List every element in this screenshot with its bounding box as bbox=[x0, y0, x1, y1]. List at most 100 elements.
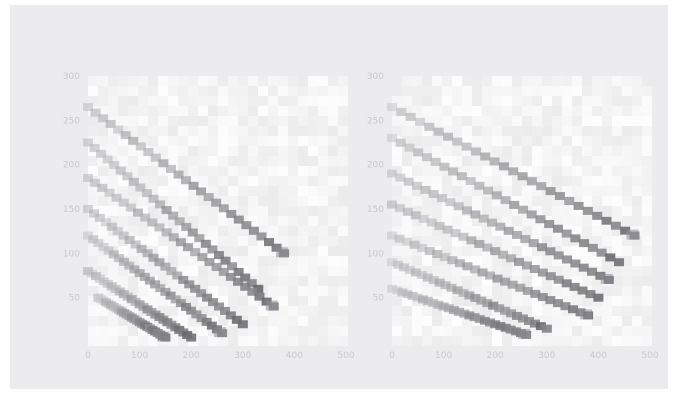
heatmap-cell bbox=[642, 246, 652, 256]
heatmap-cell bbox=[482, 146, 492, 156]
band-cell bbox=[395, 138, 406, 147]
heatmap-cell bbox=[198, 116, 208, 126]
heatmap-cell bbox=[288, 186, 298, 196]
heatmap-cell bbox=[218, 126, 228, 136]
band-cell bbox=[416, 270, 427, 279]
heatmap-cell bbox=[128, 86, 138, 96]
heatmap-cell bbox=[328, 306, 338, 316]
band-cell bbox=[578, 263, 589, 272]
heatmap-cell bbox=[642, 116, 652, 126]
heatmap-cell bbox=[238, 186, 248, 196]
heatmap-cell bbox=[532, 196, 542, 206]
heatmap-cell bbox=[592, 196, 602, 206]
heatmap-cell bbox=[328, 286, 338, 296]
heatmap-cell bbox=[228, 326, 238, 336]
heatmap-cell bbox=[442, 266, 452, 276]
heatmap-cell bbox=[522, 166, 532, 176]
heatmap-cell bbox=[218, 246, 228, 256]
heatmap-cell bbox=[278, 156, 288, 166]
heatmap-cell bbox=[238, 156, 248, 166]
heatmap-cell bbox=[338, 186, 348, 196]
heatmap-cell bbox=[88, 126, 98, 136]
heatmap-cell bbox=[188, 96, 198, 106]
heatmap-cell bbox=[138, 76, 148, 86]
heatmap-cell bbox=[632, 206, 642, 216]
heatmap-cell bbox=[532, 106, 542, 116]
band-cell bbox=[412, 293, 423, 302]
heatmap-cell bbox=[208, 336, 218, 346]
band-cell bbox=[495, 322, 506, 331]
heatmap-cell bbox=[472, 106, 482, 116]
band-cell bbox=[553, 251, 564, 260]
heatmap-cell bbox=[298, 86, 308, 96]
heatmap-cell bbox=[238, 236, 248, 246]
heatmap-cell bbox=[562, 146, 572, 156]
heatmap-cell bbox=[298, 96, 308, 106]
band-cell bbox=[147, 218, 158, 227]
band-cell bbox=[454, 259, 465, 268]
heatmap-cell bbox=[308, 266, 318, 276]
heatmap-cell bbox=[482, 136, 492, 146]
heatmap-cell bbox=[512, 336, 522, 346]
heatmap-cell bbox=[602, 316, 612, 326]
heatmap-cell bbox=[318, 316, 328, 326]
heatmap-cell bbox=[552, 76, 562, 86]
heatmap-cell bbox=[208, 136, 218, 146]
heatmap-cell bbox=[442, 146, 452, 156]
heatmap-cell bbox=[328, 316, 338, 326]
heatmap-cell bbox=[268, 116, 278, 126]
heatmap-cell bbox=[632, 276, 642, 286]
band-end-marker bbox=[265, 300, 278, 311]
band-cell bbox=[567, 305, 578, 314]
x-tick-label: 500 bbox=[641, 351, 658, 361]
heatmap-cell bbox=[168, 156, 178, 166]
band-cell bbox=[536, 182, 547, 191]
band-cell bbox=[134, 269, 145, 278]
heatmap-cell bbox=[622, 336, 632, 346]
heatmap-cell bbox=[188, 326, 198, 336]
heatmap-cell bbox=[278, 226, 288, 236]
heatmap-cell bbox=[562, 96, 572, 106]
heatmap-cell bbox=[462, 196, 472, 206]
band-cell bbox=[434, 222, 445, 231]
band-cell bbox=[225, 272, 236, 281]
heatmap-cell bbox=[462, 166, 472, 176]
heatmap-cell bbox=[308, 126, 318, 136]
heatmap-cell bbox=[442, 106, 452, 116]
heatmap-cell bbox=[138, 286, 148, 296]
band-cell bbox=[219, 306, 230, 315]
band-cell bbox=[474, 239, 485, 248]
heatmap-cell bbox=[402, 116, 412, 126]
heatmap-cell bbox=[622, 136, 632, 146]
band-cell bbox=[387, 103, 397, 112]
heatmap-cell bbox=[542, 156, 552, 166]
band-cell bbox=[587, 267, 598, 276]
heatmap-cell bbox=[218, 166, 228, 176]
heatmap-cell bbox=[632, 86, 642, 96]
heatmap-cell bbox=[318, 86, 328, 96]
y-tick-label: 300 bbox=[63, 72, 80, 82]
heatmap-cell bbox=[602, 196, 612, 206]
heatmap-cell bbox=[412, 256, 422, 266]
heatmap-cell bbox=[138, 146, 148, 156]
heatmap-cell bbox=[492, 86, 502, 96]
heatmap-cell bbox=[482, 286, 492, 296]
heatmap-cell bbox=[402, 316, 412, 326]
heatmap-cell bbox=[338, 146, 348, 156]
band-cell bbox=[83, 231, 93, 240]
heatmap-cell bbox=[138, 196, 148, 206]
heatmap-cell bbox=[542, 146, 552, 156]
heatmap-cell bbox=[562, 86, 572, 96]
heatmap-cell bbox=[298, 206, 308, 216]
heatmap-cell bbox=[298, 116, 308, 126]
heatmap-cell bbox=[422, 126, 432, 136]
heatmap-cell bbox=[492, 236, 502, 246]
x-tick-label: 100 bbox=[435, 351, 452, 361]
heatmap-cell bbox=[562, 156, 572, 166]
heatmap-cell bbox=[248, 316, 258, 326]
heatmap-cell bbox=[612, 186, 622, 196]
band-cell bbox=[133, 208, 144, 217]
heatmap-cell bbox=[268, 266, 278, 276]
band-cell bbox=[523, 317, 534, 326]
band-cell bbox=[263, 238, 274, 247]
